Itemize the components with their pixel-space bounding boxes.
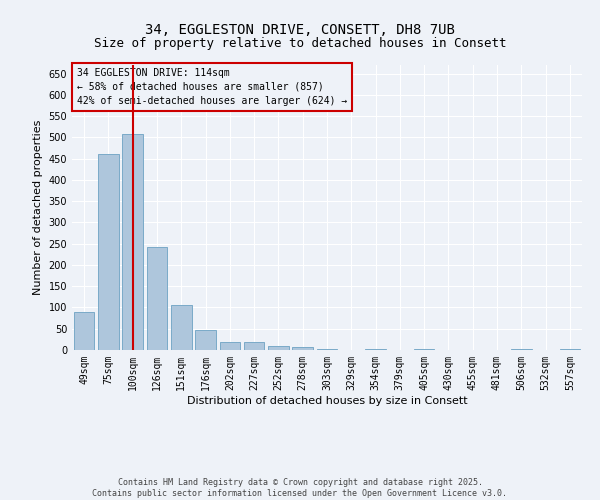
Bar: [122, 134, 143, 350]
Text: 34, EGGLESTON DRIVE, CONSETT, DH8 7UB: 34, EGGLESTON DRIVE, CONSETT, DH8 7UB: [145, 22, 455, 36]
Y-axis label: Number of detached properties: Number of detached properties: [33, 120, 43, 295]
Bar: [511, 349, 532, 350]
Bar: [195, 330, 216, 350]
Bar: [268, 346, 289, 350]
Text: 34 EGGLESTON DRIVE: 114sqm
← 58% of detached houses are smaller (857)
42% of sem: 34 EGGLESTON DRIVE: 114sqm ← 58% of deta…: [77, 68, 347, 106]
Text: Size of property relative to detached houses in Consett: Size of property relative to detached ho…: [94, 38, 506, 51]
Bar: [414, 348, 434, 350]
Bar: [146, 246, 167, 350]
Bar: [220, 342, 240, 350]
Text: Contains HM Land Registry data © Crown copyright and database right 2025.
Contai: Contains HM Land Registry data © Crown c…: [92, 478, 508, 498]
Bar: [98, 154, 119, 350]
Bar: [317, 348, 337, 350]
Bar: [74, 312, 94, 350]
Bar: [244, 342, 265, 350]
Bar: [365, 349, 386, 350]
Bar: [292, 347, 313, 350]
X-axis label: Distribution of detached houses by size in Consett: Distribution of detached houses by size …: [187, 396, 467, 406]
Bar: [560, 349, 580, 350]
Bar: [171, 306, 191, 350]
